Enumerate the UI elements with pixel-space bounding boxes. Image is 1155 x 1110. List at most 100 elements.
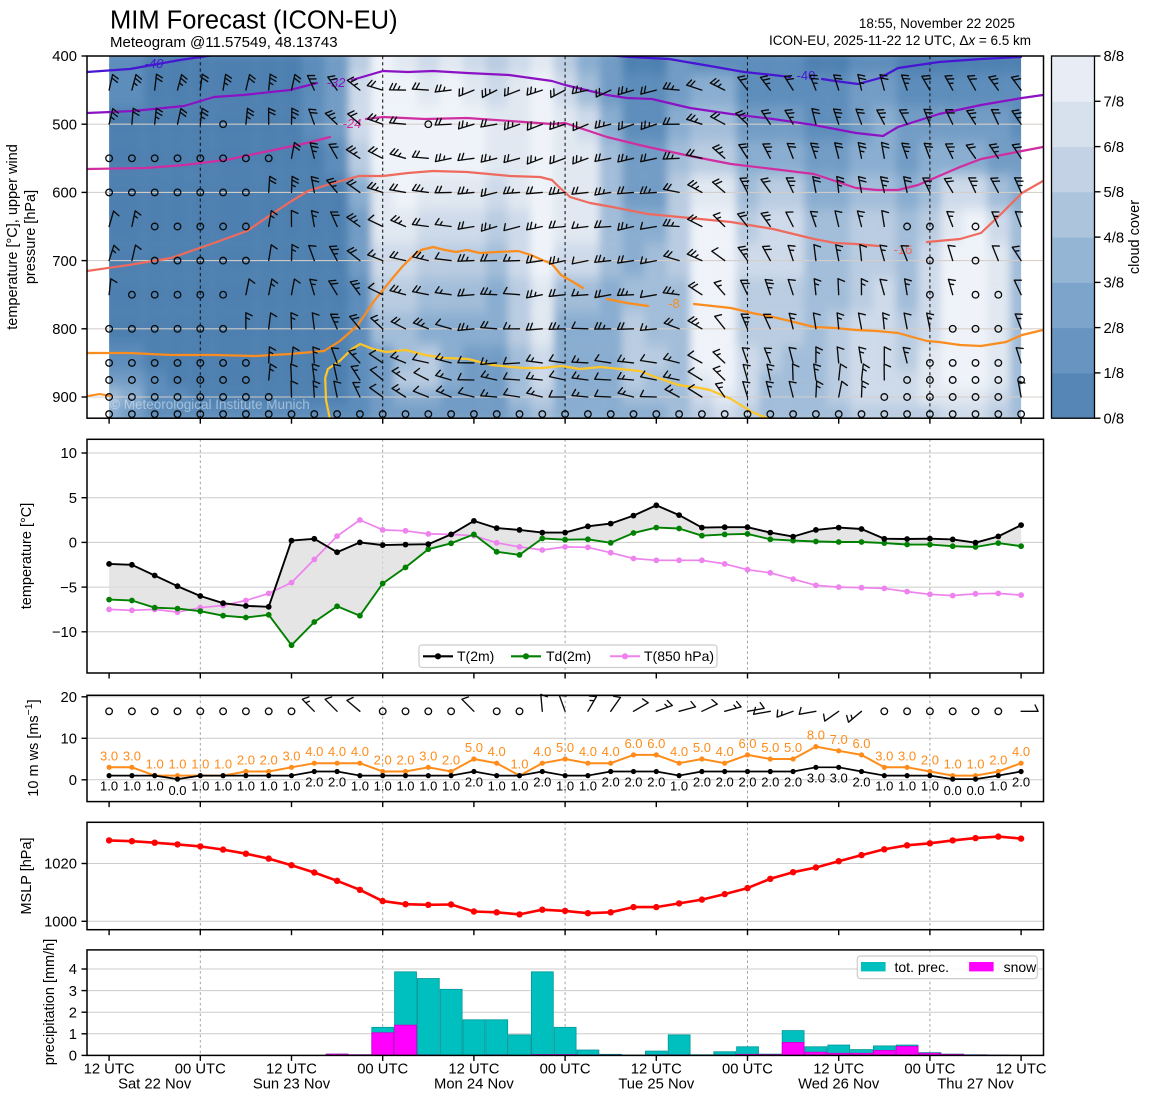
svg-text:1.0: 1.0 xyxy=(510,779,528,794)
svg-text:1.0: 1.0 xyxy=(921,779,939,794)
svg-text:700: 700 xyxy=(52,254,77,270)
svg-text:6.0: 6.0 xyxy=(647,736,665,751)
svg-text:1.0: 1.0 xyxy=(282,779,300,794)
svg-text:18:55, November 22 2025: 18:55, November 22 2025 xyxy=(859,16,1015,31)
svg-text:00 UTC: 00 UTC xyxy=(357,1062,408,1078)
svg-text:5.0: 5.0 xyxy=(693,740,711,755)
svg-text:2.0: 2.0 xyxy=(761,775,779,790)
svg-text:4.0: 4.0 xyxy=(579,744,597,759)
svg-text:0: 0 xyxy=(69,1049,77,1065)
svg-text:2.0: 2.0 xyxy=(305,775,323,790)
svg-text:T(2m): T(2m) xyxy=(457,648,494,664)
svg-text:900: 900 xyxy=(52,390,77,406)
svg-text:Wed 26 Nov: Wed 26 Nov xyxy=(798,1077,880,1093)
svg-text:5.0: 5.0 xyxy=(556,740,574,755)
svg-text:12 UTC: 12 UTC xyxy=(448,1062,499,1078)
svg-text:Thu 27 Nov: Thu 27 Nov xyxy=(937,1077,1014,1093)
svg-text:3.0: 3.0 xyxy=(875,748,893,763)
svg-text:1.0: 1.0 xyxy=(442,779,460,794)
svg-text:2.0: 2.0 xyxy=(396,753,414,768)
svg-text:2.0: 2.0 xyxy=(738,775,756,790)
svg-text:00 UTC: 00 UTC xyxy=(175,1062,226,1078)
svg-text:10: 10 xyxy=(61,446,77,462)
svg-text:1.0: 1.0 xyxy=(100,779,118,794)
svg-text:1000: 1000 xyxy=(44,915,77,931)
svg-text:2.0: 2.0 xyxy=(328,775,346,790)
svg-text:cloud cover: cloud cover xyxy=(1127,200,1143,274)
svg-text:6/8: 6/8 xyxy=(1104,140,1125,156)
svg-text:1.0: 1.0 xyxy=(966,757,984,772)
svg-text:1.0: 1.0 xyxy=(944,757,962,772)
svg-text:1020: 1020 xyxy=(44,857,77,873)
svg-text:00 UTC: 00 UTC xyxy=(722,1062,773,1078)
svg-text:2.0: 2.0 xyxy=(624,775,642,790)
svg-text:1.0: 1.0 xyxy=(351,779,369,794)
svg-text:4.0: 4.0 xyxy=(351,744,369,759)
svg-text:7.0: 7.0 xyxy=(830,732,848,747)
svg-text:12 UTC: 12 UTC xyxy=(996,1062,1047,1078)
svg-text:2.0: 2.0 xyxy=(693,775,711,790)
svg-text:2.0: 2.0 xyxy=(647,775,665,790)
svg-text:12 UTC: 12 UTC xyxy=(631,1062,682,1078)
svg-text:1.0: 1.0 xyxy=(237,779,255,794)
svg-text:5.0: 5.0 xyxy=(465,740,483,755)
svg-text:1.0: 1.0 xyxy=(488,779,506,794)
svg-text:12 UTC: 12 UTC xyxy=(813,1062,864,1078)
svg-text:−5: −5 xyxy=(60,580,77,596)
svg-text:4.0: 4.0 xyxy=(716,744,734,759)
svg-text:2.0: 2.0 xyxy=(1012,775,1030,790)
svg-text:00 UTC: 00 UTC xyxy=(540,1062,591,1078)
svg-text:0: 0 xyxy=(69,773,77,789)
svg-text:7/8: 7/8 xyxy=(1104,95,1125,111)
svg-text:400: 400 xyxy=(52,49,77,65)
svg-text:1.0: 1.0 xyxy=(670,779,688,794)
svg-text:6.0: 6.0 xyxy=(738,736,756,751)
svg-text:2.0: 2.0 xyxy=(465,775,483,790)
svg-text:1.0: 1.0 xyxy=(374,779,392,794)
svg-text:3.0: 3.0 xyxy=(807,770,825,785)
svg-text:3.0: 3.0 xyxy=(898,748,916,763)
svg-text:1.0: 1.0 xyxy=(214,757,232,772)
svg-text:1.0: 1.0 xyxy=(123,779,141,794)
svg-text:4.0: 4.0 xyxy=(328,744,346,759)
svg-text:Mon 24 Nov: Mon 24 Nov xyxy=(434,1077,514,1093)
svg-text:3.0: 3.0 xyxy=(100,748,118,763)
svg-text:1: 1 xyxy=(69,1027,77,1043)
svg-text:800: 800 xyxy=(52,322,77,338)
svg-text:4: 4 xyxy=(69,962,77,978)
svg-text:6.0: 6.0 xyxy=(852,736,870,751)
svg-text:8.0: 8.0 xyxy=(807,728,825,743)
svg-text:1.0: 1.0 xyxy=(989,779,1007,794)
svg-text:2.0: 2.0 xyxy=(237,753,255,768)
svg-text:Meteogram @11.57549, 48.13743: Meteogram @11.57549, 48.13743 xyxy=(110,34,338,51)
svg-text:2.0: 2.0 xyxy=(533,775,551,790)
svg-text:4.0: 4.0 xyxy=(533,744,551,759)
svg-text:−10: −10 xyxy=(52,625,77,641)
svg-text:-40: -40 xyxy=(145,56,165,71)
svg-text:3.0: 3.0 xyxy=(830,770,848,785)
svg-text:2: 2 xyxy=(69,1005,77,1021)
svg-text:1.0: 1.0 xyxy=(214,779,232,794)
svg-text:temperature [°C]: temperature [°C] xyxy=(19,503,35,610)
svg-text:3: 3 xyxy=(69,984,77,1000)
svg-text:2.0: 2.0 xyxy=(989,753,1007,768)
svg-text:MIM Forecast (ICON-EU): MIM Forecast (ICON-EU) xyxy=(110,7,398,35)
svg-text:2.0: 2.0 xyxy=(260,753,278,768)
svg-text:8/8: 8/8 xyxy=(1104,49,1125,65)
svg-text:1.0: 1.0 xyxy=(260,779,278,794)
svg-text:3.0: 3.0 xyxy=(282,748,300,763)
svg-text:1.0: 1.0 xyxy=(191,779,209,794)
svg-text:2.0: 2.0 xyxy=(852,775,870,790)
svg-text:2.0: 2.0 xyxy=(602,775,620,790)
svg-text:600: 600 xyxy=(52,186,77,202)
svg-text:1.0: 1.0 xyxy=(396,779,414,794)
svg-text:5.0: 5.0 xyxy=(761,740,779,755)
svg-text:4.0: 4.0 xyxy=(488,744,506,759)
svg-text:4.0: 4.0 xyxy=(1012,744,1030,759)
svg-text:4.0: 4.0 xyxy=(670,744,688,759)
svg-text:20: 20 xyxy=(61,690,77,706)
svg-text:Sun 23 Nov: Sun 23 Nov xyxy=(253,1077,331,1093)
svg-text:12 UTC: 12 UTC xyxy=(266,1062,317,1078)
svg-text:Td(2m): Td(2m) xyxy=(546,648,591,664)
svg-text:10: 10 xyxy=(61,732,77,748)
